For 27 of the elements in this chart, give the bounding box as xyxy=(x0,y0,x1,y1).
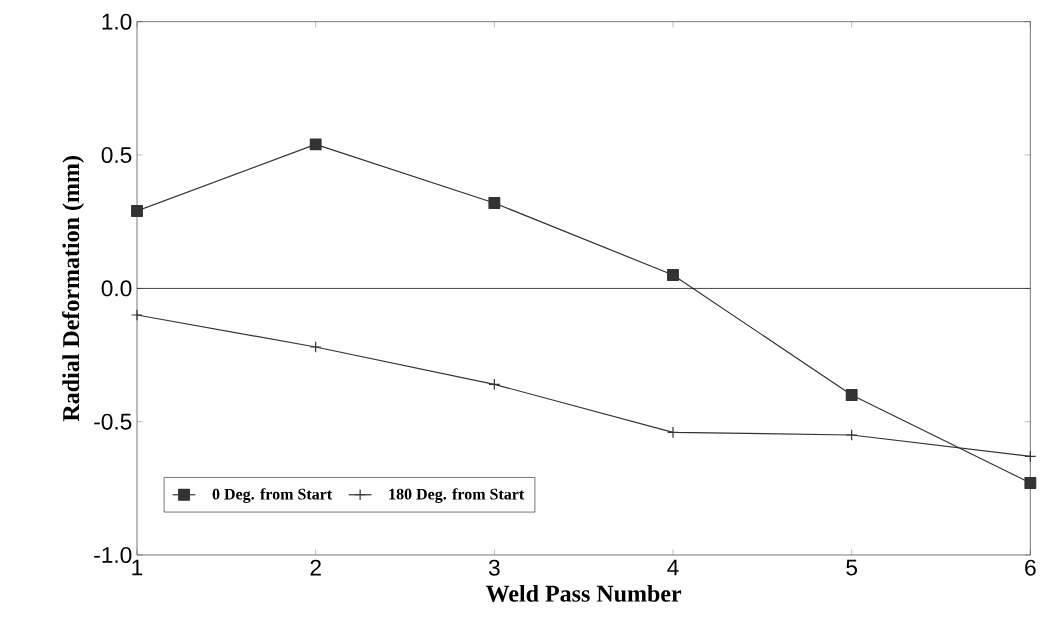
y-axis-title: Radial Deformation (mm) xyxy=(62,156,85,422)
point xyxy=(1024,477,1037,489)
legend-label: 180 Deg. from Start xyxy=(389,488,525,503)
x-tick-label: 6 xyxy=(1025,559,1036,576)
y-tick-label: 0.5 xyxy=(101,146,132,164)
point xyxy=(131,309,143,321)
point xyxy=(667,269,679,281)
point xyxy=(845,389,858,401)
y-tick-label: -1.0 xyxy=(94,546,132,564)
y-tick-label: -0.5 xyxy=(94,413,132,430)
x-tick-label: 1 xyxy=(132,559,143,576)
x-tick-label: 3 xyxy=(488,559,500,576)
x-tick-label: 2 xyxy=(310,559,321,576)
point xyxy=(488,378,501,391)
y-tick-label: 0.0 xyxy=(101,280,132,297)
point xyxy=(309,138,322,151)
x-tick-label: 4 xyxy=(667,559,679,576)
x-axis-title: Weld Pass Number xyxy=(486,584,682,602)
point xyxy=(131,205,143,217)
y-tick-label: 1.0 xyxy=(102,13,132,30)
point xyxy=(1024,450,1037,463)
point xyxy=(309,341,322,353)
point xyxy=(845,429,858,441)
legend-label: 0 Deg. from Start xyxy=(212,488,333,503)
point xyxy=(667,426,679,439)
x-tick-label: 5 xyxy=(846,559,858,576)
point xyxy=(488,197,501,209)
